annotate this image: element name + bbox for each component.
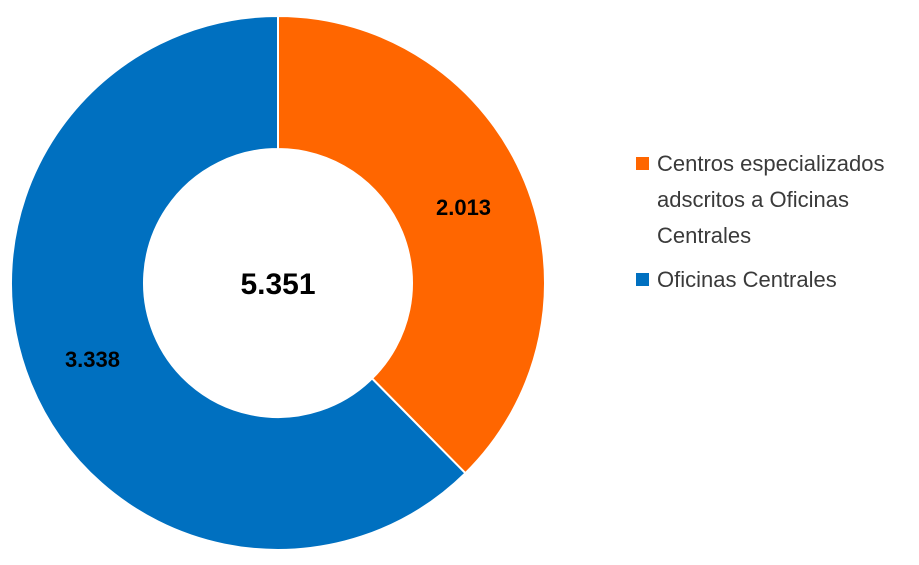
legend-label-centros: Centros especializados adscritos a Ofici…: [657, 151, 885, 248]
donut-data-label-1: 3.338: [65, 347, 120, 372]
legend-swatch-oficinas: [636, 273, 649, 286]
donut-slice-0: [277, 14, 546, 475]
legend-item-centros: Centros especializados adscritos a Ofici…: [636, 146, 916, 254]
donut-slice-1: [10, 14, 467, 551]
chart-legend: Centros especializados adscritos a Ofici…: [636, 146, 916, 306]
legend-item-oficinas: Oficinas Centrales: [636, 262, 916, 298]
legend-swatch-centros: [636, 157, 649, 170]
donut-center-total: 5.351: [240, 268, 315, 301]
donut-data-label-0: 2.013: [436, 195, 491, 220]
legend-label-oficinas: Oficinas Centrales: [657, 267, 837, 292]
